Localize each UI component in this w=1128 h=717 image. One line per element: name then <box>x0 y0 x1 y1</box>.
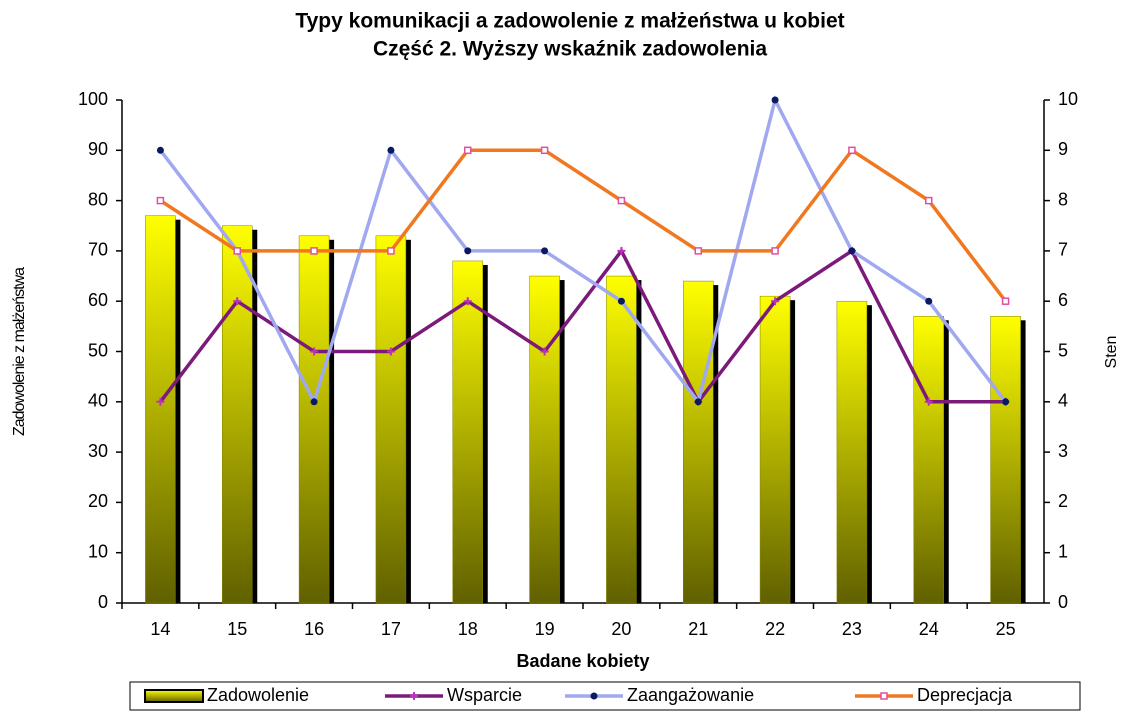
bar <box>759 295 791 604</box>
line-marker <box>233 247 241 255</box>
line-marker <box>924 397 933 406</box>
y-tick-label: 30 <box>88 441 108 461</box>
y-tick-label: 40 <box>88 391 108 411</box>
y-tick-label: 10 <box>88 541 108 561</box>
line-marker <box>410 692 418 700</box>
y-tick-label: 60 <box>88 290 108 310</box>
x-tick-label: 21 <box>688 619 708 639</box>
line-marker <box>617 246 626 255</box>
line-marker <box>463 297 472 306</box>
line-marker <box>694 398 702 406</box>
y-tick-label: 50 <box>88 340 108 360</box>
line-marker <box>156 146 164 154</box>
y-tick-label: 80 <box>88 189 108 209</box>
line-marker <box>540 347 549 356</box>
x-tick-label: 16 <box>304 619 324 639</box>
line-marker <box>464 146 472 155</box>
legend-label: Wsparcie <box>447 685 522 705</box>
line-marker <box>387 247 395 255</box>
bar <box>298 235 330 604</box>
y-tick-label: 0 <box>98 592 108 612</box>
line-marker <box>694 247 702 255</box>
legend-label: Zadowolenie <box>207 685 309 705</box>
y2-tick-label: 3 <box>1058 441 1068 461</box>
line-marker <box>156 397 165 406</box>
line-marker <box>771 247 779 255</box>
bar <box>529 275 560 604</box>
y2-tick-label: 7 <box>1058 240 1068 260</box>
y-tick-label: 90 <box>88 139 108 159</box>
line-marker <box>1001 297 1010 305</box>
legend-label: Deprecjacja <box>917 685 1013 705</box>
x-tick-label: 15 <box>227 619 247 639</box>
bar <box>683 280 714 604</box>
line-marker <box>880 692 888 700</box>
y-tick-label: 70 <box>88 240 108 260</box>
line-marker <box>771 96 779 104</box>
line-marker <box>925 297 933 305</box>
line-marker <box>387 146 395 154</box>
y-tick-label: 100 <box>78 89 108 109</box>
line-marker <box>848 146 856 155</box>
legend-label: Zaangażowanie <box>627 685 754 705</box>
line-marker <box>540 146 549 155</box>
line <box>159 147 1007 303</box>
line-marker <box>590 692 598 700</box>
y2-tick-label: 9 <box>1058 139 1068 159</box>
y-axis-label: Zadowolenie z małżeństwa <box>11 267 28 436</box>
bar <box>452 260 483 604</box>
line-marker <box>386 347 395 356</box>
x-tick-label: 23 <box>842 619 862 639</box>
x-tick-label: 22 <box>765 619 785 639</box>
bar <box>913 316 944 604</box>
line-marker <box>925 196 933 205</box>
y2-tick-label: 2 <box>1058 491 1068 511</box>
x-tick-label: 19 <box>535 619 555 639</box>
x-tick-label: 17 <box>381 619 401 639</box>
x-tick-label: 25 <box>996 619 1016 639</box>
chart-title: Typy komunikacji a zadowolenie z małżeńs… <box>295 10 844 33</box>
bar <box>990 316 1021 604</box>
x-axis-label: Badane kobiety <box>516 651 649 671</box>
bar <box>145 215 176 604</box>
y2-tick-label: 4 <box>1058 391 1068 411</box>
line-marker <box>1002 398 1010 406</box>
y2-tick-label: 1 <box>1058 541 1068 561</box>
x-tick-label: 18 <box>458 619 478 639</box>
chart-subtitle: Część 2. Wyższy wskaźnik zadowolenia <box>373 38 767 61</box>
x-tick-label: 20 <box>611 619 631 639</box>
y2-axis-label: Sten <box>1103 336 1120 369</box>
y2-tick-label: 8 <box>1058 189 1068 209</box>
line-marker <box>233 297 242 306</box>
bar <box>836 300 868 604</box>
y2-tick-label: 10 <box>1058 89 1078 109</box>
bar <box>222 225 253 604</box>
line-marker <box>310 247 318 255</box>
line <box>159 95 1007 407</box>
line-marker <box>617 196 626 205</box>
line-marker <box>771 297 780 306</box>
line-marker <box>156 196 165 205</box>
line-marker <box>310 398 318 406</box>
bar <box>375 235 407 604</box>
line-marker <box>617 297 625 305</box>
x-tick-label: 24 <box>919 619 939 639</box>
line-marker <box>464 247 472 255</box>
y2-tick-label: 6 <box>1058 290 1068 310</box>
line <box>159 247 1006 406</box>
y2-tick-label: 0 <box>1058 592 1068 612</box>
x-tick-label: 14 <box>150 619 170 639</box>
line-marker <box>848 247 856 255</box>
y-tick-label: 20 <box>88 491 108 511</box>
bar <box>606 275 637 604</box>
line-marker <box>310 347 319 356</box>
line-marker <box>541 247 549 255</box>
y2-tick-label: 5 <box>1058 340 1068 360</box>
legend-swatch <box>144 689 204 703</box>
